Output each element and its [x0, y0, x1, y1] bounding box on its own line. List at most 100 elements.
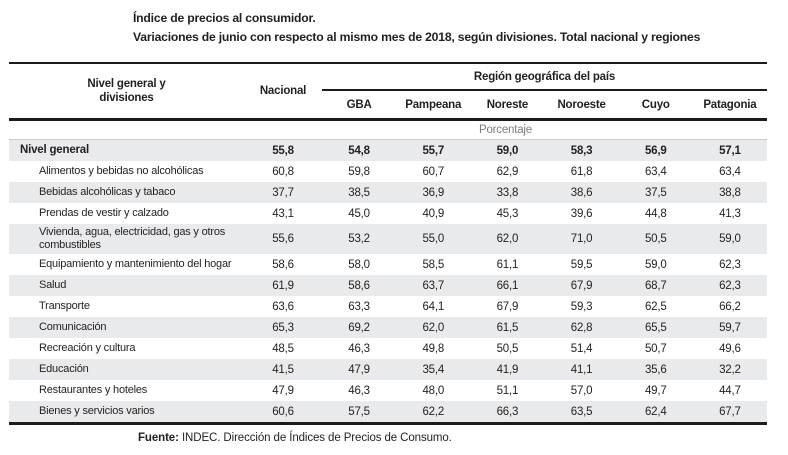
value-cell: 59,5 — [570, 258, 593, 271]
table-row: Vivienda, agua, electricidad, gas y otro… — [9, 224, 767, 254]
row-label: Educación — [39, 363, 89, 375]
row-label: Bienes y servicios varios — [39, 405, 155, 417]
value-cell: 64,1 — [422, 300, 445, 313]
value-cell: 51,1 — [496, 384, 519, 397]
value-cell: 60,8 — [272, 165, 294, 178]
table-row: Bebidas alcohólicas y tabaco 37,7 38,5 3… — [9, 182, 767, 203]
value-cell: 44,8 — [644, 207, 667, 220]
value-cell: 59,8 — [348, 165, 370, 178]
unit-row: Porcentaje — [9, 121, 767, 140]
value-cell: 63,4 — [719, 165, 741, 178]
value-cell: 58,6 — [348, 279, 370, 292]
value-cell: 62,0 — [422, 321, 445, 334]
value-cell: 58,0 — [348, 258, 370, 271]
value-cell: 40,9 — [422, 207, 445, 220]
value-cell: 63,5 — [570, 405, 593, 418]
table-row: Bienes y servicios varios 60,6 57,5 62,2… — [9, 401, 767, 422]
value-cell: 62,2 — [422, 405, 445, 418]
value-cell: 44,7 — [719, 384, 741, 397]
value-cell: 59,0 — [719, 233, 741, 245]
value-cell: 55,7 — [422, 144, 445, 157]
source-label: Fuente: — [138, 432, 179, 444]
column-header-noreste: Noreste — [486, 98, 529, 111]
value-cell: 49,6 — [719, 342, 741, 355]
row-label: Equipamiento y mantenimiento del hogar — [39, 258, 232, 270]
value-cell: 67,7 — [719, 405, 741, 418]
table-row: Salud 61,9 58,6 63,7 66,1 67,9 68,7 62,3 — [9, 275, 767, 296]
table-row: Educación 41,5 47,9 35,4 41,9 41,1 35,6 … — [9, 359, 767, 380]
row-label: Nivel general — [20, 144, 89, 156]
value-cell: 61,5 — [496, 321, 519, 334]
row-label: Recreación y cultura — [39, 342, 136, 354]
value-cell: 63,3 — [348, 300, 370, 313]
table-row: Nivel general 55,8 54,8 55,7 59,0 58,3 5… — [9, 140, 767, 161]
value-cell: 41,5 — [272, 363, 294, 376]
value-cell: 53,2 — [348, 233, 370, 245]
row-label: Prendas de vestir y calzado — [39, 207, 169, 219]
column-header-divisions-line2: divisiones — [99, 92, 154, 104]
value-cell: 55,0 — [422, 233, 445, 245]
value-cell: 63,4 — [644, 165, 667, 178]
value-cell: 59,3 — [570, 300, 593, 313]
value-cell: 37,5 — [644, 186, 667, 199]
row-label: Restaurantes y hoteles — [39, 384, 148, 396]
value-cell: 69,2 — [348, 321, 370, 334]
value-cell: 62,5 — [644, 300, 667, 313]
value-cell: 62,4 — [644, 405, 667, 418]
value-cell: 66,2 — [719, 300, 741, 313]
value-cell: 59,0 — [496, 144, 519, 157]
value-cell: 50,7 — [644, 342, 667, 355]
row-label: Bebidas alcohólicas y tabaco — [39, 186, 176, 198]
source-text: INDEC. Dirección de Índices de Precios d… — [181, 432, 452, 444]
value-cell: 47,9 — [272, 384, 294, 397]
value-cell: 63,7 — [422, 279, 445, 292]
column-header-nacional: Nacional — [259, 85, 307, 97]
table-row: Comunicación 65,3 69,2 62,0 61,5 62,8 65… — [9, 317, 767, 338]
value-cell: 62,3 — [719, 279, 741, 292]
column-header-noroeste: Noroeste — [557, 98, 606, 111]
value-cell: 58,5 — [422, 258, 445, 271]
value-cell: 54,8 — [348, 144, 370, 157]
value-cell: 58,6 — [272, 258, 294, 271]
value-cell: 48,5 — [272, 342, 294, 355]
page-title: Índice de precios al consumidor. — [133, 11, 316, 25]
value-cell: 67,9 — [570, 279, 593, 292]
page-subtitle: Variaciones de junio con respecto al mis… — [133, 30, 701, 44]
value-cell: 38,8 — [719, 186, 741, 199]
value-cell: 66,3 — [496, 405, 519, 418]
value-cell: 57,0 — [570, 384, 593, 397]
table-body: Nivel general 55,8 54,8 55,7 59,0 58,3 5… — [9, 140, 767, 425]
value-cell: 46,3 — [348, 384, 370, 397]
column-header-pampeana: Pampeana — [405, 98, 462, 111]
value-cell: 43,1 — [272, 207, 294, 220]
value-cell: 65,3 — [272, 321, 294, 334]
table-row: Recreación y cultura 48,5 46,3 49,8 50,5… — [9, 338, 767, 359]
value-cell: 50,5 — [644, 233, 667, 245]
value-cell: 33,8 — [496, 186, 519, 199]
value-cell: 61,8 — [570, 165, 593, 178]
value-cell: 32,2 — [719, 363, 741, 376]
row-label: Salud — [39, 279, 67, 291]
value-cell: 62,3 — [719, 258, 741, 271]
value-cell: 35,6 — [644, 363, 667, 376]
value-cell: 67,9 — [496, 300, 519, 313]
row-label: Comunicación — [39, 321, 107, 333]
value-cell: 36,9 — [422, 186, 445, 199]
value-cell: 51,4 — [570, 342, 593, 355]
value-cell: 56,9 — [644, 144, 667, 157]
unit-label: Porcentaje — [479, 124, 532, 136]
value-cell: 60,7 — [422, 165, 445, 178]
value-cell: 71,0 — [570, 233, 593, 245]
price-table: Nivel general y divisiones Nacional Regi… — [9, 62, 767, 425]
value-cell: 49,8 — [422, 342, 445, 355]
value-cell: 59,7 — [719, 321, 741, 334]
value-cell: 61,9 — [272, 279, 294, 292]
column-header-gba: GBA — [346, 98, 372, 111]
title-block: Índice de precios al consumidor. Variaci… — [0, 0, 788, 47]
value-cell: 58,3 — [570, 144, 593, 157]
value-cell: 38,6 — [570, 186, 593, 199]
table-row: Alimentos y bebidas no alcohólicas 60,8 … — [9, 161, 767, 182]
value-cell: 48,0 — [422, 384, 445, 397]
source-note: Fuente: INDEC. Dirección de Índices de P… — [138, 432, 788, 444]
